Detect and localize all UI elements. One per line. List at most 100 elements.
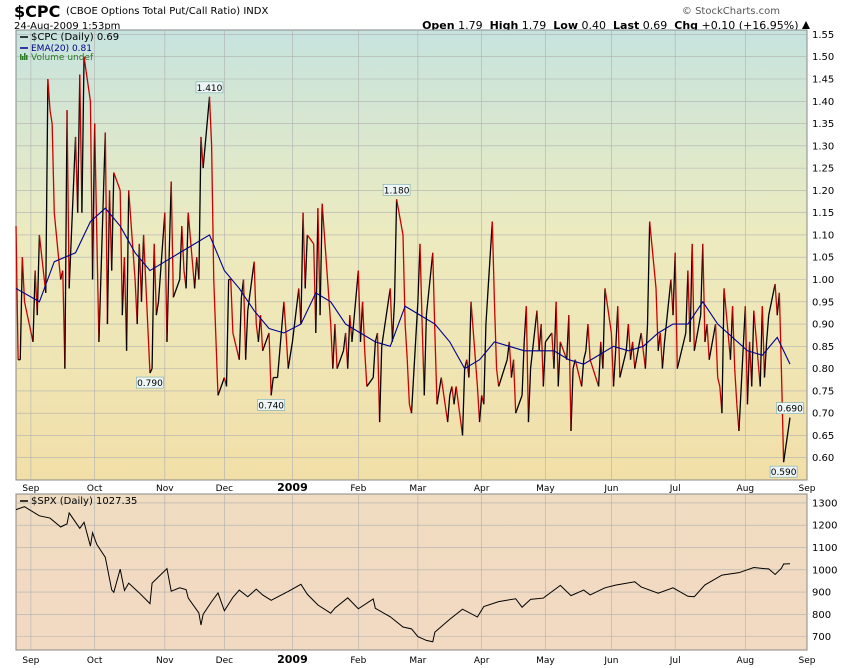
annotation-box	[769, 465, 798, 478]
spx-y-tick-label: 1300	[812, 498, 837, 509]
cpc-line-segment	[283, 301, 287, 334]
low-label: Low	[553, 19, 579, 32]
cpc-line-segment	[525, 306, 530, 423]
cpc-line-segment	[213, 279, 219, 396]
cpc-line-segment	[691, 243, 695, 351]
cpc-line-segment	[612, 350, 617, 387]
annotation-label: 1.410	[197, 84, 223, 94]
cpc-line-segment	[527, 368, 532, 423]
cpc-line-segment	[49, 110, 53, 124]
cpc-line-segment	[759, 306, 763, 387]
cpc-line-segment	[451, 386, 455, 405]
exchange-label: INDX	[243, 6, 269, 17]
spx-y-tick-label: 1100	[812, 543, 837, 554]
cpc-line-segment	[446, 395, 451, 423]
cpc-line-segment	[351, 270, 359, 342]
cpc-line-segment	[644, 324, 649, 369]
cpc-line-segment	[529, 310, 538, 369]
cpc-y-tick-label: 0.85	[812, 342, 834, 353]
low-value: 0.40	[581, 19, 607, 32]
cpc-line-segment	[410, 301, 419, 414]
cpc-line-segment	[555, 301, 559, 387]
cpc-line-segment	[259, 315, 264, 351]
cpc-line-segment	[721, 288, 725, 414]
cpc-line-segment	[729, 306, 734, 360]
cpc-line-segment	[389, 288, 394, 342]
cpc-line-segment	[361, 301, 366, 351]
cpc-line-segment	[321, 203, 332, 325]
cpc-x-tick-label: Mar	[409, 484, 426, 494]
cpc-line-segment	[285, 332, 289, 369]
cpc-line-segment	[495, 368, 500, 387]
cpc-x-tick-label: Feb	[350, 484, 366, 494]
cpc-x-tick-label: Aug	[737, 484, 755, 494]
spx-x-tick-label: Aug	[737, 656, 755, 666]
volume-legend-bar	[24, 53, 26, 60]
cpc-line-segment	[138, 243, 143, 302]
cpc-line-segment	[708, 323, 717, 360]
cpc-y-tick-label: 1.40	[812, 97, 834, 108]
up-arrow-icon	[802, 21, 810, 29]
last-value: 0.69	[642, 19, 668, 32]
cpc-line-segment	[38, 234, 47, 293]
spx-x-tick-label: Sep	[22, 656, 39, 666]
cpc-y-tick-label: 0.90	[812, 320, 834, 331]
cpc-line-segment	[714, 324, 719, 378]
cpc-x-tick-label: May	[536, 484, 555, 494]
cpc-line-segment	[661, 341, 666, 369]
spx-x-tick-label: Sep	[799, 656, 816, 666]
cpc-line-segment	[66, 110, 70, 289]
cpc-line-segment	[676, 332, 687, 369]
cpc-line-segment	[21, 257, 26, 302]
cpc-line-segment	[627, 324, 632, 360]
cpc-line-segment	[602, 288, 606, 369]
spx-x-tick-label: Dec	[216, 656, 233, 666]
cpc-line-segment	[330, 324, 334, 369]
cpc-line-segment	[270, 377, 274, 396]
cpc-line-segment	[778, 292, 783, 374]
cpc-line-segment	[583, 350, 587, 360]
cpc-line-segment	[493, 301, 498, 369]
cpc-line-segment	[187, 212, 196, 289]
cpc-line-segment	[89, 101, 94, 280]
cpc-line-segment	[768, 283, 776, 316]
cpc-line-segment	[649, 221, 657, 289]
cpc-line-segment	[157, 212, 166, 302]
cpc-line-segment	[349, 315, 353, 342]
cpc-line-segment	[334, 324, 338, 369]
cpc-y-tick-label: 0.75	[812, 386, 834, 397]
cpc-line-segment	[306, 234, 315, 245]
cpc-line-segment	[242, 279, 247, 360]
symbol-description: (CBOE Options Total Put/Call Ratio) INDX	[66, 6, 268, 17]
cpc-line-segment	[557, 341, 561, 387]
cpc-line-segment	[81, 56, 85, 213]
cpc-line-segment	[300, 212, 304, 325]
cpc-line-segment	[512, 359, 517, 414]
volume-legend-icon	[20, 53, 28, 60]
cpc-line-segment	[19, 257, 24, 360]
cpc-line-segment	[536, 310, 540, 351]
cpc-line-segment	[693, 315, 702, 351]
cpc-line-segment	[381, 288, 391, 347]
cpc-line-segment	[544, 332, 553, 343]
cpc-line-segment	[491, 221, 496, 302]
cpc-line-segment	[36, 234, 41, 316]
cpc-line-segment	[166, 257, 170, 342]
cpc-line-segment	[421, 324, 425, 396]
cpc-line-segment	[125, 190, 130, 351]
cpc-line-segment	[423, 315, 428, 396]
cpc-line-segment	[763, 341, 768, 378]
cpc-line-segment	[646, 221, 651, 325]
cpc-line-segment	[468, 301, 472, 378]
cpc-line-segment	[738, 306, 746, 432]
annotation-box	[382, 184, 411, 196]
spx-y-tick-label: 900	[812, 588, 831, 599]
cpc-line-segment	[198, 136, 202, 280]
cpc-x-tick-label: Sep	[799, 484, 816, 494]
cpc-line-segment	[406, 359, 411, 405]
credit-label[interactable]: © StockCharts.com	[681, 6, 780, 17]
cpc-line-segment	[476, 386, 481, 423]
cpc-line-segment	[372, 341, 377, 378]
cpc-line-segment	[689, 243, 693, 342]
